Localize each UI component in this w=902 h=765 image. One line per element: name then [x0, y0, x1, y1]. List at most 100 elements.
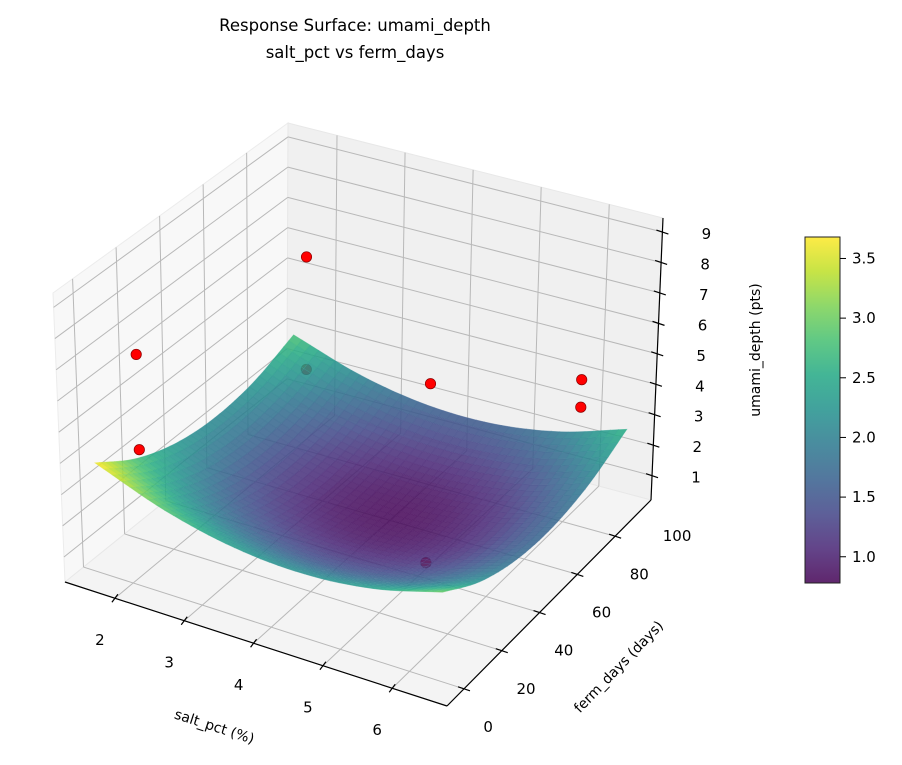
surface-mesh-line: [214, 417, 553, 528]
surface-mesh-line: [338, 428, 527, 584]
surface-mesh-line: [433, 429, 619, 593]
surface-mesh-line: [253, 381, 590, 486]
title-line-1: Response Surface: umami_depth: [219, 16, 491, 36]
data-point: [424, 378, 437, 390]
colorbar-tick-label: 2.5: [852, 369, 876, 387]
surface-mesh-line: [209, 421, 549, 533]
surface-mesh-line: [224, 409, 563, 519]
surface-mesh-line: [321, 426, 510, 580]
gridline-z-left: [59, 287, 288, 464]
surface-mesh-line: [140, 457, 485, 580]
z-tick-label: 3: [694, 408, 704, 426]
gridline-y-floor: [124, 533, 502, 652]
gridline-y-left: [115, 247, 126, 534]
surface-mesh-line: [114, 461, 462, 589]
surface-mesh-line: [173, 379, 369, 517]
surface-mesh-line: [416, 430, 602, 592]
z-tick: [647, 442, 660, 448]
surface-mesh-line: [312, 425, 502, 577]
gridline-z-left: [54, 166, 289, 339]
surface-mesh-line: [170, 445, 512, 564]
z-tick-label: 1: [691, 469, 701, 487]
surface-mesh-line: [99, 462, 448, 592]
data-point: [130, 348, 142, 360]
gridline-y-left: [202, 184, 208, 468]
colorbar-tick-label: 1.5: [852, 488, 876, 506]
y-tick-label: 40: [554, 642, 573, 660]
data-point: [300, 251, 313, 263]
surface-mesh-line: [390, 431, 577, 591]
surface-mesh-line: [243, 407, 435, 553]
x-tick-label: 5: [303, 699, 313, 717]
surface-mesh-line: [356, 430, 544, 587]
y-tick: [533, 609, 546, 616]
gridline-z-back: [287, 196, 660, 294]
gridline-z-left: [62, 348, 288, 527]
surface-mesh-line: [330, 427, 519, 582]
surface-patch: [433, 590, 448, 593]
surface-mesh-line: [129, 355, 328, 488]
colorbar-ticks: 1.0 1.5 2.0 2.5 3.0 3.5: [840, 249, 876, 566]
gridline-z-left: [55, 196, 289, 371]
gridline-z-back: [287, 166, 662, 263]
surface-mesh-line: [182, 383, 377, 522]
axis-lines: [64, 217, 669, 707]
surface-mesh-line: [278, 352, 614, 453]
gridline-z-left: [57, 227, 288, 402]
gridline-z-back: [287, 257, 658, 355]
surface-mesh-line: [288, 340, 623, 439]
colorbar: 1.0 1.5 2.0 2.5 3.0 3.5: [804, 236, 876, 584]
surface-mesh-line: [160, 450, 503, 570]
z-axis-line: [650, 217, 664, 501]
gridline-z-back: [287, 287, 657, 385]
surface-mesh-line: [382, 431, 569, 590]
surface-mesh-line: [252, 410, 444, 556]
z-tick: [652, 320, 665, 326]
x-tick-label: 6: [372, 721, 382, 739]
y-axis-title: ferm_days (days): [571, 618, 667, 716]
gridline-z-back: [287, 227, 659, 324]
surface-mesh-line: [283, 346, 618, 446]
surface-mesh-line: [179, 440, 521, 557]
surface-mesh-line: [175, 443, 517, 561]
data-point: [576, 374, 588, 386]
z-tick: [654, 259, 668, 266]
surface-mesh-line: [399, 431, 586, 592]
surface-mesh-line: [103, 339, 303, 470]
surface-mesh-line: [109, 461, 457, 590]
x-tick-label: 2: [95, 631, 105, 649]
gridline-x-back: [466, 169, 474, 451]
surface-mesh-line: [442, 429, 628, 593]
gridline-z-back: [287, 136, 663, 233]
surface-mesh-line: [184, 437, 526, 554]
surface-mesh-line: [293, 334, 628, 433]
surface-mesh-line: [104, 461, 452, 591]
z-tick-label: 9: [702, 225, 712, 243]
surface-mesh-line: [204, 424, 544, 538]
x-tick: [319, 661, 327, 671]
z-tick: [648, 412, 661, 418]
z-tick: [651, 351, 664, 357]
surface-mesh-line: [347, 429, 535, 585]
z-tick-label: 5: [696, 347, 706, 365]
z-tick-label: 2: [693, 438, 703, 456]
y-tick-label: 0: [483, 718, 493, 736]
surface-mesh-line: [189, 434, 530, 550]
z-tick-label: 6: [698, 316, 708, 334]
surface-mesh-line: [155, 452, 499, 573]
colorbar-tick-label: 2.0: [852, 428, 876, 446]
surface-mesh-line: [263, 370, 600, 473]
surface-mesh-line: [156, 370, 352, 506]
surface-mesh-line: [269, 415, 460, 563]
surface-mesh-line: [165, 448, 508, 567]
surface-mesh-line: [199, 391, 394, 531]
surface-mesh-line: [234, 404, 427, 549]
x-tick: [180, 616, 188, 626]
surface-mesh-line: [278, 417, 469, 566]
x-axis-title: salt_pct (%): [172, 707, 256, 748]
surface-mesh-line: [229, 405, 567, 514]
gridline-y-floor: [83, 566, 465, 690]
colorbar-tick-label: 3.0: [852, 309, 876, 327]
